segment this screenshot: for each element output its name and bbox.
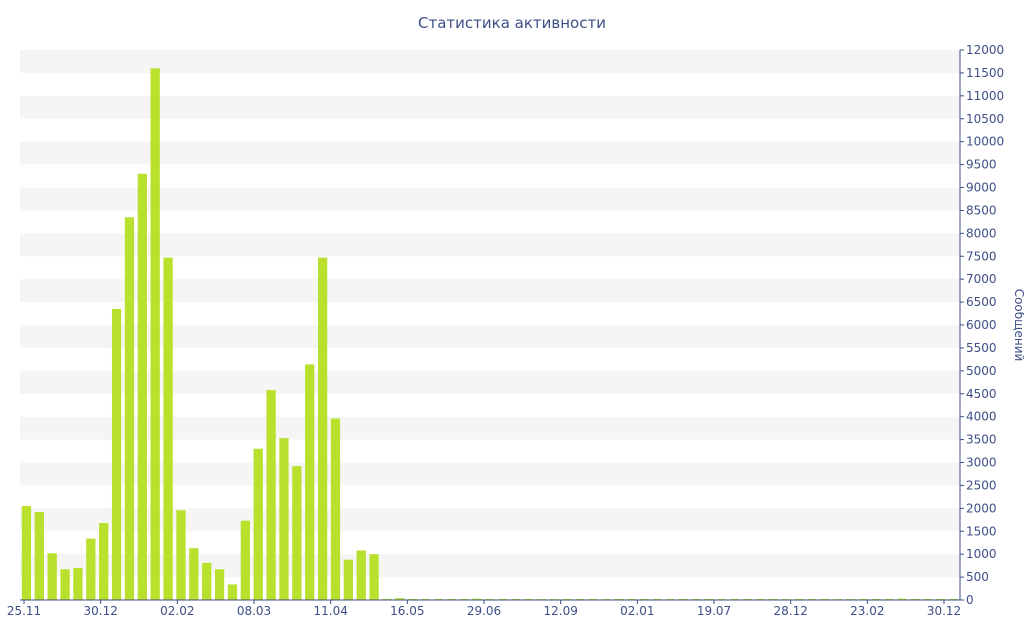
bar (395, 598, 405, 600)
bar (240, 520, 250, 600)
x-tick-label: 28.12 (773, 604, 807, 618)
bar (279, 438, 289, 600)
bar (202, 562, 212, 600)
grid-band (20, 95, 960, 119)
y-tick-label: 4000 (966, 410, 997, 424)
y-tick-label: 8500 (966, 203, 997, 217)
bar (189, 548, 199, 600)
y-tick-label: 7500 (966, 249, 997, 263)
bar (163, 257, 173, 600)
y-tick-label: 2500 (966, 478, 997, 492)
bar (897, 598, 907, 600)
grid-band (20, 50, 960, 73)
y-tick-label: 9000 (966, 181, 997, 195)
bar (214, 569, 225, 600)
y-tick-label: 2000 (966, 501, 997, 515)
y-tick-label: 7000 (966, 272, 997, 286)
y-tick-label: 4500 (966, 387, 997, 401)
bar (111, 308, 122, 600)
grid-band (20, 141, 960, 165)
x-tick-label: 16.05 (390, 604, 424, 618)
bar (60, 569, 70, 600)
y-tick-label: 1500 (966, 524, 997, 538)
x-tick-label: 29.06 (467, 604, 501, 618)
bar (21, 506, 32, 600)
bar (34, 512, 44, 600)
y-tick-label: 6500 (966, 295, 997, 309)
bar (343, 559, 353, 600)
y-tick-label: 10000 (966, 135, 1004, 149)
grid-band (20, 416, 960, 440)
x-tick-label: 08.03 (237, 604, 271, 618)
y-tick-label: 5500 (966, 341, 997, 355)
bar (317, 257, 328, 600)
x-tick-label: 11.04 (313, 604, 347, 618)
x-tick-label: 30.12 (83, 604, 117, 618)
bar (369, 554, 379, 600)
bar (73, 567, 83, 600)
x-tick-label: 23.02 (850, 604, 884, 618)
x-tick-label: 25.11 (7, 604, 41, 618)
y-tick-label: 3500 (966, 433, 997, 447)
bar (227, 584, 238, 600)
y-tick-label: 11000 (966, 89, 1004, 103)
bar (305, 364, 315, 600)
grid-band (20, 233, 960, 257)
bar (47, 553, 57, 600)
y-tick-label: 8000 (966, 226, 997, 240)
grid-band (20, 370, 960, 394)
y-tick-label: 6000 (966, 318, 997, 332)
bar (266, 390, 276, 600)
bar (176, 510, 186, 600)
bar (330, 418, 341, 600)
grid-band (20, 462, 960, 486)
y-tick-label: 3000 (966, 456, 997, 470)
x-tick-label: 30.12 (927, 604, 961, 618)
y-tick-label: 10500 (966, 112, 1004, 126)
grid-band (20, 508, 960, 532)
bar (292, 466, 302, 600)
y-tick-label: 1000 (966, 547, 997, 561)
bar (253, 448, 263, 600)
bar (99, 523, 109, 600)
chart-title: Статистика активности (418, 14, 606, 32)
bar (137, 173, 147, 600)
y-tick-label: 5000 (966, 364, 997, 378)
x-tick-label: 02.02 (160, 604, 194, 618)
bar (472, 598, 482, 600)
bar (86, 538, 96, 600)
y-tick-label: 500 (966, 570, 989, 584)
y-tick-label: 0 (966, 593, 974, 607)
bar (382, 598, 392, 600)
bar (124, 217, 135, 600)
grid-band (20, 325, 960, 348)
x-tick-label: 12.09 (543, 604, 577, 618)
bar (356, 550, 366, 600)
x-tick-label: 02.01 (620, 604, 654, 618)
grid-band (20, 554, 960, 578)
y-tick-label: 9500 (966, 158, 997, 172)
grid-band (20, 187, 960, 211)
y-tick-label: 12000 (966, 43, 1004, 57)
grid-band (20, 279, 960, 303)
y-axis-title: Сообщений (1012, 289, 1024, 362)
bar (150, 68, 160, 601)
y-tick-label: 11500 (966, 66, 1004, 80)
x-tick-label: 19.07 (697, 604, 731, 618)
